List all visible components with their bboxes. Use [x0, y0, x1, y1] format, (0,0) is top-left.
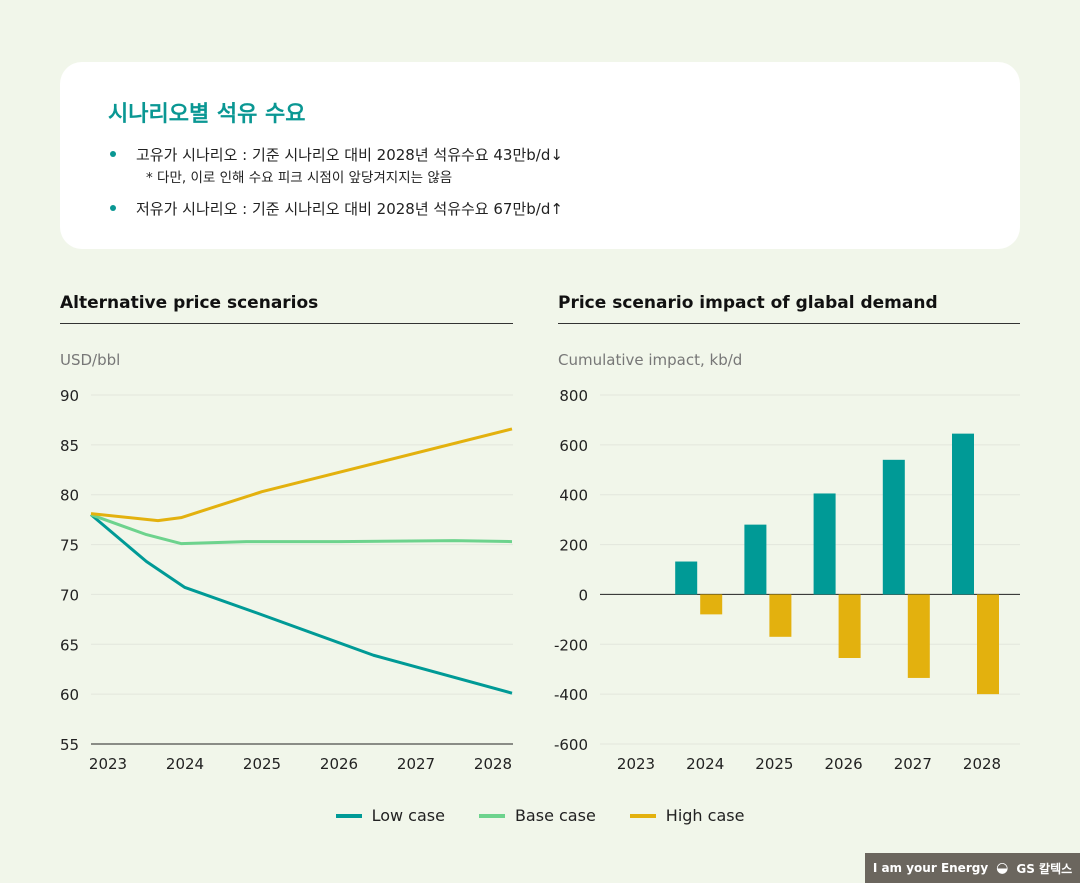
y-tick-label: 800	[559, 387, 588, 405]
legend-swatch	[335, 813, 362, 818]
y-tick-label: 600	[559, 437, 588, 455]
x-tick-label: 2024	[166, 755, 204, 773]
legend-label: Base case	[514, 806, 596, 825]
legend-swatch	[629, 813, 656, 818]
y-tick-label: 200	[559, 537, 588, 555]
legend-base: Base case	[478, 806, 596, 825]
bar-chart-unit: Cumulative impact, kb/d	[558, 351, 743, 369]
x-tick-label: 2023	[89, 755, 127, 773]
bar-high-case	[977, 594, 999, 695]
y-tick-label: 55	[60, 736, 79, 754]
line-chart-title-rule	[60, 323, 513, 324]
bar-high-case	[700, 594, 723, 615]
legend-high: High case	[629, 806, 745, 825]
y-tick-label: 75	[60, 537, 79, 555]
legend-low: Low case	[335, 806, 445, 825]
x-tick-label: 2023	[617, 755, 655, 773]
y-tick-label: 60	[60, 686, 79, 704]
x-tick-label: 2026	[825, 755, 863, 773]
y-tick-label: -400	[554, 686, 588, 704]
legend-label: Low case	[371, 806, 445, 825]
brand-logo: GS 칼텍스	[1016, 861, 1073, 876]
x-tick-label: 2025	[755, 755, 793, 773]
line-chart-unit: USD/bbl	[60, 351, 121, 369]
brand-footer: I am your Energy ◒ GS 칼텍스	[865, 853, 1080, 883]
y-tick-label: 65	[60, 636, 79, 654]
bullet-text: 저유가 시나리오 : 기준 시나리오 대비 2028년 석유수요 67만b/d↑	[136, 200, 563, 218]
x-tick-label: 2027	[894, 755, 932, 773]
y-tick-label: 80	[60, 487, 79, 505]
bar-low-case	[744, 524, 767, 595]
x-tick-label: 2028	[963, 755, 1001, 773]
bar-chart-title: Price scenario impact of glabal demand	[558, 293, 938, 313]
y-tick-label: 400	[559, 487, 588, 505]
y-tick-label: 0	[578, 586, 588, 604]
y-tick-label: 85	[60, 437, 79, 455]
bar-chart-title-rule	[558, 323, 1020, 324]
bullet-dot-icon	[110, 151, 116, 157]
x-tick-label: 2028	[474, 755, 512, 773]
x-tick-label: 2025	[243, 755, 281, 773]
series-line-low-case	[90, 513, 513, 695]
y-tick-label: 70	[60, 586, 79, 604]
x-tick-label: 2027	[397, 755, 435, 773]
brand-slogan: I am your Energy	[872, 861, 989, 875]
series-line-base-case	[90, 513, 513, 546]
bar-high-case	[838, 594, 861, 658]
legend: Low case Base case High case	[0, 806, 1080, 825]
summary-card: 시나리오별 석유 수요 고유가 시나리오 : 기준 시나리오 대비 2028년 …	[60, 62, 1020, 249]
series-line-high-case	[90, 427, 513, 523]
bar-high-case	[907, 594, 930, 678]
y-tick-label: -600	[554, 736, 588, 754]
bullet-text: 고유가 시나리오 : 기준 시나리오 대비 2028년 석유수요 43만b/d↓	[136, 146, 563, 164]
bullet-dot-icon	[110, 205, 116, 211]
bar-low-case	[882, 459, 905, 595]
summary-title: 시나리오별 석유 수요	[108, 102, 306, 127]
line-chart-title: Alternative price scenarios	[60, 293, 319, 313]
gs-swirl-icon: ◒	[996, 860, 1009, 876]
legend-label: High case	[665, 806, 745, 825]
x-tick-label: 2026	[320, 755, 358, 773]
bullet-note: * 다만, 이로 인해 수요 피크 시점이 앞당겨지지는 않음	[146, 170, 453, 186]
bar-low-case	[952, 433, 974, 595]
bar-low-case	[813, 493, 836, 595]
x-tick-label: 2024	[686, 755, 724, 773]
bar-low-case	[675, 561, 698, 595]
legend-swatch	[478, 813, 505, 818]
bar-high-case	[769, 594, 792, 637]
y-tick-label: -200	[554, 636, 588, 654]
y-tick-label: 90	[60, 387, 79, 405]
